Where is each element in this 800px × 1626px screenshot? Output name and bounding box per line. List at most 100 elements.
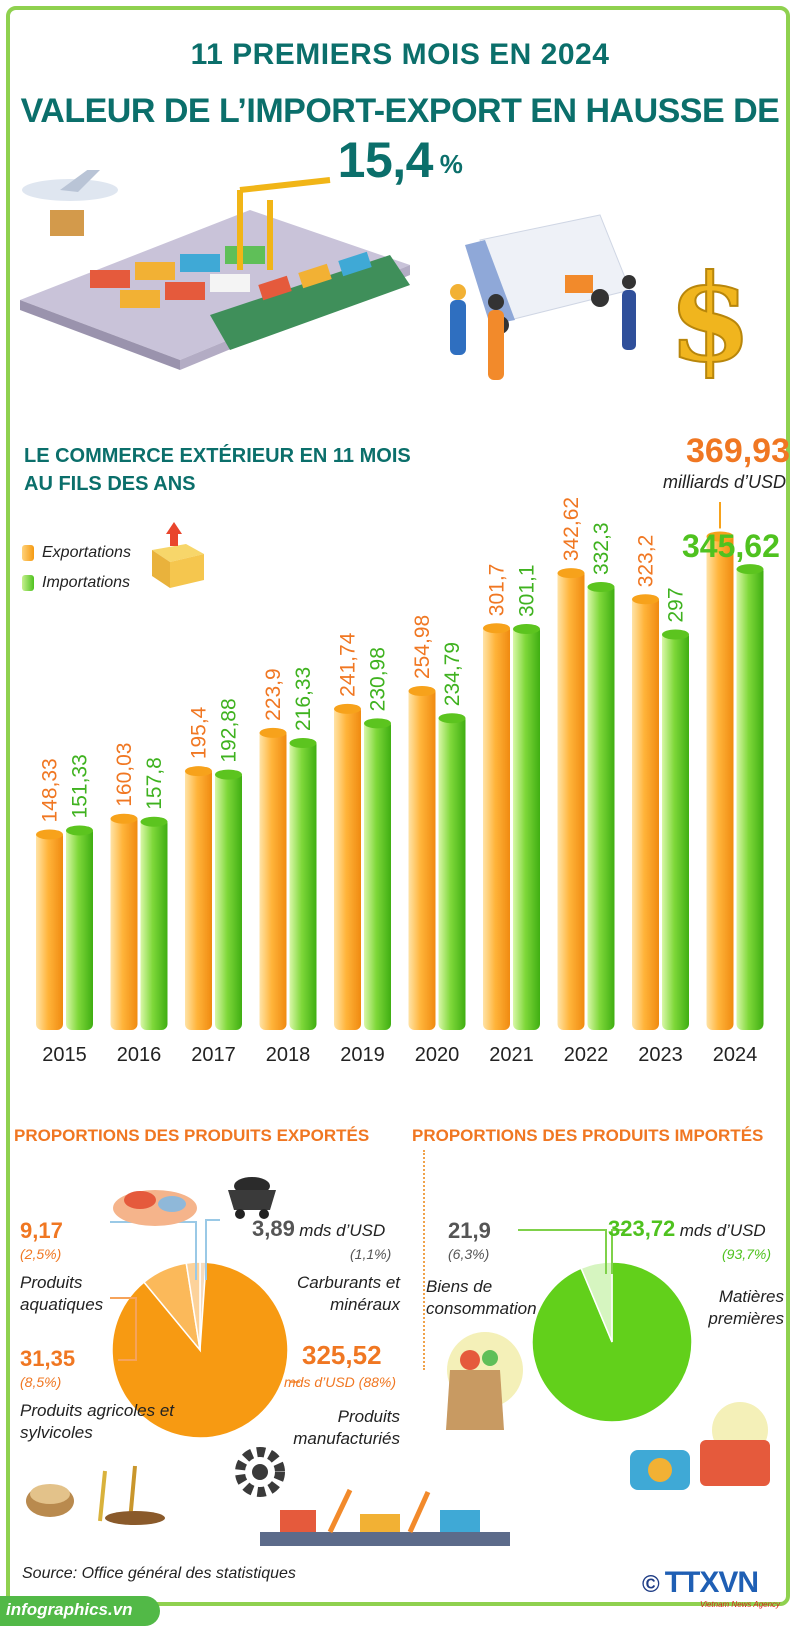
export-label-2017: 195,4 xyxy=(188,706,211,759)
agency-logo-subtitle: Vietnam News Agency xyxy=(700,1600,781,1609)
export-bar-cap-2022 xyxy=(557,568,585,579)
year-label-2024: 2024 xyxy=(713,1044,758,1066)
year-label-2020: 2020 xyxy=(415,1044,460,1066)
seafood-icon xyxy=(113,1190,197,1226)
export-bar-cap-2018 xyxy=(259,727,287,738)
infographic-frame xyxy=(6,6,790,1606)
consumer-share: (6,3%) xyxy=(448,1246,490,1262)
import-bar-cap-2019 xyxy=(364,718,391,729)
export-bar-2015 xyxy=(36,830,63,1030)
import-label-2020: 234,79 xyxy=(441,642,464,706)
year-label-2023: 2023 xyxy=(638,1044,683,1066)
materials-icon xyxy=(630,1402,770,1490)
year-label-2019: 2019 xyxy=(340,1044,385,1066)
year-label-2022: 2022 xyxy=(564,1044,609,1066)
fuel-value-row: 3,89 mds d’USD xyxy=(252,1216,385,1242)
import-bar-2024 xyxy=(736,565,764,1030)
import-bar-2017 xyxy=(215,770,242,1030)
import-bar-cap-2023 xyxy=(662,629,689,640)
gear-icon xyxy=(235,1447,285,1497)
legend-item-exports: Exportations xyxy=(22,538,131,568)
aquatic-value: 9,17 xyxy=(20,1218,63,1243)
import-2024-value: 345,62 xyxy=(682,528,780,564)
export-bar-2016 xyxy=(110,814,138,1030)
import-label-2022: 332,3 xyxy=(590,522,613,575)
import-bar-cap-2017 xyxy=(215,769,242,780)
fuel-value: 3,89 xyxy=(252,1216,295,1241)
fuel-share: (1,1%) xyxy=(350,1246,392,1262)
import-label-2018: 216,33 xyxy=(292,667,315,731)
import-bar-2022 xyxy=(587,583,615,1030)
import-bar-cap-2021 xyxy=(513,624,540,635)
agri-label: Produits agricoles et sylvicoles xyxy=(20,1401,175,1442)
export-bar-2018 xyxy=(259,728,287,1030)
export-bar-cap-2019 xyxy=(334,703,361,714)
raw-unit: mds d’USD xyxy=(679,1221,766,1240)
raw-label: Matières premières xyxy=(708,1287,784,1328)
import-label-2019: 230,98 xyxy=(367,647,390,711)
export-2024-value: 369,93 xyxy=(686,432,790,470)
import-bar-cap-2016 xyxy=(140,816,168,827)
factory-line-icon xyxy=(260,1488,510,1546)
import-bar-2020 xyxy=(438,714,466,1030)
export-label-2022: 342,62 xyxy=(560,497,583,561)
year-label-2018: 2018 xyxy=(266,1044,311,1066)
import-bar-2016 xyxy=(140,817,168,1030)
export-label-2015: 148,33 xyxy=(39,758,62,822)
export-bar-2020 xyxy=(408,687,436,1030)
dollar-icon: $ xyxy=(668,248,752,389)
export-2024-unit: milliards d’USD xyxy=(662,472,786,492)
export-bar-cap-2016 xyxy=(110,813,138,824)
raw-value: 323,72 xyxy=(608,1216,676,1241)
export-bar-2021 xyxy=(483,624,510,1030)
import-bar-cap-2015 xyxy=(66,825,93,836)
import-bar-2021 xyxy=(513,625,540,1030)
site-link[interactable]: infographics.vn xyxy=(6,1600,133,1619)
import-label-2017: 192,88 xyxy=(218,698,241,762)
export-label-2020: 254,98 xyxy=(411,615,434,679)
aquatic-share: (2,5%) xyxy=(20,1246,62,1262)
crane-icon xyxy=(237,177,331,270)
export-label-2016: 160,03 xyxy=(113,743,136,807)
footer-bar xyxy=(0,1596,160,1626)
import-label-2023: 297 xyxy=(665,587,688,622)
import-label-2015: 151,33 xyxy=(69,754,92,818)
year-label-2021: 2021 xyxy=(489,1044,534,1066)
chart-legend: Exportations Importations xyxy=(22,538,131,598)
trade-illustration: $ xyxy=(20,170,753,390)
import-bar-cap-2024 xyxy=(736,564,764,575)
chart-section-title: LE COMMERCE EXTÉRIEUR EN 11 MOIS AU FILS… xyxy=(24,445,411,495)
import-label-2016: 157,8 xyxy=(143,757,166,810)
trade-bar-chart: 148,33 151,33 2015 160,03 157,8 2016 195,4 192,… xyxy=(36,497,764,1066)
agri-share: (8,5%) xyxy=(20,1374,62,1390)
headline-top: 11 PREMIERS MOIS EN 2024 xyxy=(190,38,610,71)
grocery-bag-icon xyxy=(446,1332,523,1430)
imports-pie-chart xyxy=(531,1261,693,1423)
export-label-2018: 223,9 xyxy=(262,668,285,721)
export-bar-cap-2021 xyxy=(483,623,510,634)
export-label-2019: 241,74 xyxy=(337,632,360,697)
aquatic-label: Produits aquatiques xyxy=(20,1273,104,1314)
agri-value: 31,35 xyxy=(20,1346,76,1371)
coal-cart-icon xyxy=(228,1177,276,1219)
import-bar-cap-2022 xyxy=(587,582,615,593)
export-bar-cap-2017 xyxy=(185,766,212,777)
ship-icon xyxy=(210,251,410,350)
containers-icon xyxy=(90,246,265,308)
export-bar-2017 xyxy=(185,767,212,1030)
export-bar-cap-2024 xyxy=(706,531,734,542)
headline-growth-value: 15,4 xyxy=(337,132,434,188)
exports-pie-chart xyxy=(111,1261,289,1439)
export-bar-2019 xyxy=(334,704,361,1030)
consumer-value: 21,9 xyxy=(448,1218,491,1243)
export-label-2021: 301,7 xyxy=(486,564,509,617)
manufactured-value: 325,52 xyxy=(302,1340,382,1370)
export-bar-cap-2020 xyxy=(408,686,436,697)
fuel-unit: mds d’USD xyxy=(299,1221,386,1240)
export-bar-cap-2023 xyxy=(632,594,659,605)
agency-logo: © TTXVN xyxy=(642,1566,759,1599)
raw-share: (93,7%) xyxy=(722,1246,772,1262)
year-label-2016: 2016 xyxy=(117,1044,162,1066)
manufactured-unit: mds d’USD (88%) xyxy=(284,1374,397,1390)
exports-pie-title: PROPORTIONS DES PRODUITS EXPORTÉS xyxy=(14,1126,370,1145)
